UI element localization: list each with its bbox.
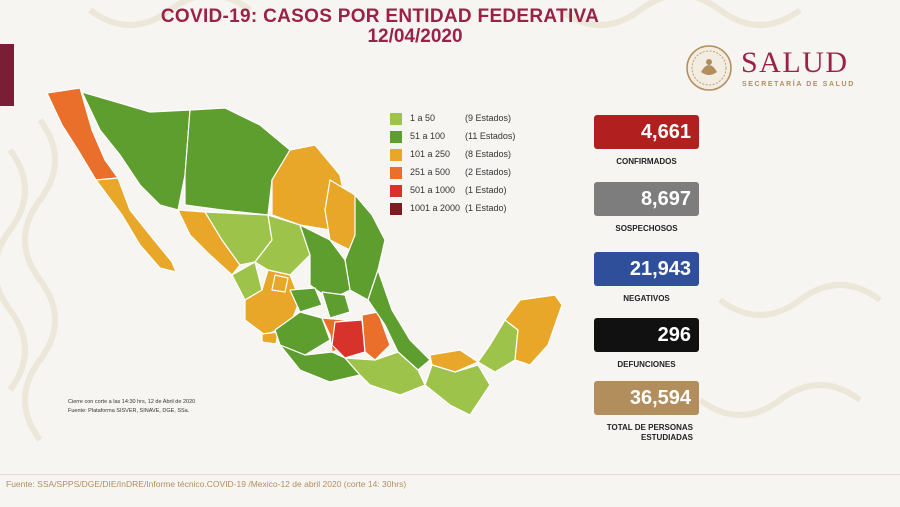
mexico-seal-icon xyxy=(686,45,732,91)
legend-item: 1 a 50 (9 Estados) xyxy=(390,110,570,128)
state-sonora xyxy=(81,91,191,211)
state-chihuahua xyxy=(184,107,291,216)
legend-range: 101 a 250 xyxy=(410,149,451,159)
legend-range: 1001 a 2000 xyxy=(410,203,461,213)
red-side-tab xyxy=(0,44,14,106)
legend-swatch xyxy=(390,167,402,179)
state-chiapas xyxy=(424,364,491,416)
state-hidalgo xyxy=(321,291,351,319)
page-title: COVID-19: CASOS POR ENTIDAD FEDERATIVA 1… xyxy=(0,7,760,47)
legend-count: (8 Estados) xyxy=(465,149,512,159)
stat-sospechosos: 8,697 SOSPECHOSOS xyxy=(594,182,699,234)
legend-range: 1 a 50 xyxy=(410,113,436,123)
state-baja-california-sur xyxy=(95,177,177,273)
source-note: Cierre con corte a las 14:30 hrs, 12 de … xyxy=(68,398,195,416)
footer-source: Fuente: SSA/SPPS/DGE/DIE/InDRE/Informe t… xyxy=(6,479,407,489)
stat-total-estudiadas: 36,594 TOTAL DE PERSONAS ESTUDIADAS xyxy=(594,381,699,443)
footer-divider xyxy=(0,474,900,475)
legend-swatch xyxy=(390,203,402,215)
source-note-line-1: Cierre con corte a las 14:30 hrs, 12 de … xyxy=(68,399,196,405)
logo-subtitle: SECRETARÍA DE SALUD xyxy=(742,81,855,88)
legend-swatch xyxy=(390,185,402,197)
legend-range: 501 a 1000 xyxy=(410,185,456,195)
legend-swatch xyxy=(390,113,402,125)
map-legend: 1 a 50 (9 Estados) 51 a 100 (11 Estados)… xyxy=(390,110,570,218)
state-tabasco xyxy=(429,349,479,373)
state-veracruz xyxy=(367,269,431,371)
legend-item: 101 a 250 (8 Estados) xyxy=(390,146,570,164)
stat-value-box: 4,661 xyxy=(594,115,699,149)
legend-item: 501 a 1000 (1 Estado) xyxy=(390,182,570,200)
stat-value-box: 296 xyxy=(594,318,699,352)
stat-value: 36,594 xyxy=(629,387,691,409)
state-cdmx xyxy=(331,319,366,359)
legend-count: (1 Estado) xyxy=(465,203,507,213)
legend-count: (9 Estados) xyxy=(465,113,512,123)
source-note-line-2: Fuente: Plataforma SISVER, SINAVE, DGE, … xyxy=(68,408,190,414)
title-line-2-date: 12/04/2020 xyxy=(367,26,463,47)
stat-value: 21,943 xyxy=(629,258,691,280)
state-yucatan xyxy=(504,294,563,366)
stat-value-box: 36,594 xyxy=(594,381,699,415)
stat-value: 4,661 xyxy=(640,121,691,143)
legend-count: (11 Estados) xyxy=(465,131,516,141)
state-puebla xyxy=(361,311,391,361)
stat-label: TOTAL DE PERSONAS ESTUDIADAS xyxy=(606,423,693,442)
stat-label: NEGATIVOS xyxy=(623,294,670,303)
legend-item: 51 a 100 (11 Estados) xyxy=(390,128,570,146)
stat-value-box: 8,697 xyxy=(594,182,699,216)
stat-label: CONFIRMADOS xyxy=(616,157,677,166)
stat-label: SOSPECHOSOS xyxy=(615,224,678,233)
salud-logo: SALUD SECRETARÍA DE SALUD xyxy=(685,44,885,94)
stat-confirmados: 4,661 CONFIRMADOS xyxy=(594,115,699,167)
stat-value: 296 xyxy=(657,324,691,346)
legend-count: (2 Estados) xyxy=(465,167,512,177)
state-guanajuato xyxy=(289,287,323,313)
legend-count: (1 Estado) xyxy=(465,185,507,195)
legend-swatch xyxy=(390,149,402,161)
legend-item: 1001 a 2000 (1 Estado) xyxy=(390,200,570,218)
title-line-1: COVID-19: CASOS POR ENTIDAD FEDERATIVA xyxy=(160,6,600,27)
state-campeche xyxy=(477,319,519,373)
logo-brand-text: SALUD xyxy=(741,46,849,79)
legend-swatch xyxy=(390,131,402,143)
stat-label: DEFUNCIONES xyxy=(617,360,676,369)
state-aguascalientes xyxy=(271,274,289,293)
legend-item: 251 a 500 (2 Estados) xyxy=(390,164,570,182)
state-colima xyxy=(261,331,279,345)
stat-defunciones: 296 DEFUNCIONES xyxy=(594,318,699,370)
stat-negativos: 21,943 NEGATIVOS xyxy=(594,252,699,304)
stat-value: 8,697 xyxy=(640,188,691,210)
legend-range: 51 a 100 xyxy=(410,131,446,141)
legend-range: 251 a 500 xyxy=(410,167,451,177)
stat-value-box: 21,943 xyxy=(594,252,699,286)
